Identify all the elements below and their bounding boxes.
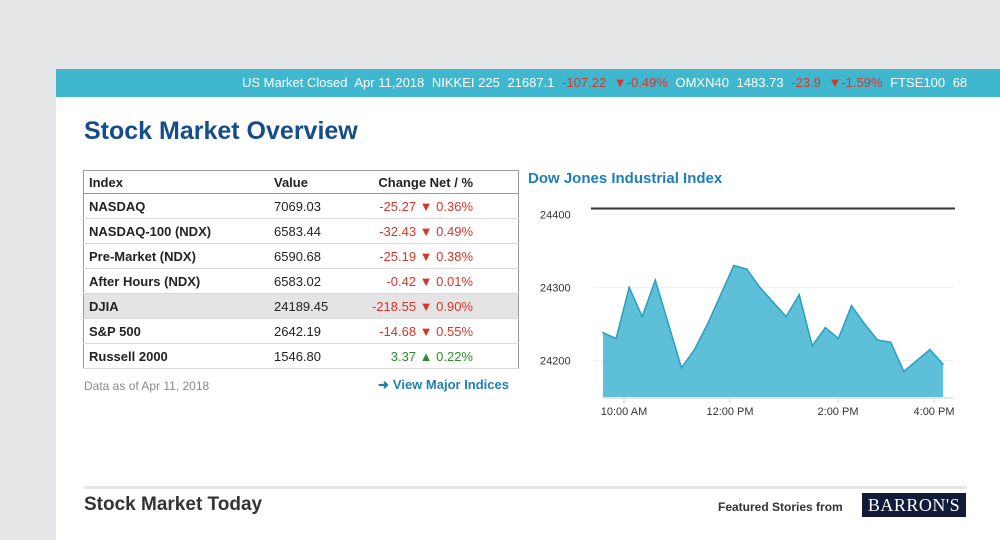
data-point [811, 345, 813, 347]
data-point [654, 279, 657, 281]
data-point [942, 363, 944, 365]
section-title-stock-market-today: Stock Market Today [84, 494, 263, 515]
data-point [903, 370, 905, 373]
y-tick-label: 24200 [540, 355, 571, 367]
data-point [824, 326, 827, 329]
ticker-item-value: 68 [952, 75, 968, 90]
section-divider [84, 486, 967, 489]
data-point [916, 359, 918, 362]
ticker-item-value: 21687.1 [507, 75, 555, 90]
index-table: Index Value Change Net / % NASDAQ 7069.0… [83, 170, 519, 369]
index-name: Pre-Market (NDX) [83, 243, 269, 269]
y-tick-label: 24400 [540, 209, 571, 221]
index-change: -14.68 ▼ 0.55% [354, 318, 519, 344]
x-tick-label: 12:00 PM [706, 406, 753, 418]
index-change: -25.27 ▼ 0.36% [354, 193, 519, 219]
data-point [733, 264, 735, 267]
data-point [615, 337, 617, 340]
x-tick-label: 10:00 AM [601, 406, 647, 418]
index-value: 2642.19 [269, 318, 354, 344]
data-point [719, 293, 722, 296]
table-row[interactable]: NASDAQ-100 (NDX) 6583.44 -32.43 ▼ 0.49% [83, 218, 519, 244]
index-change: 3.37 ▲ 0.22% [354, 343, 519, 369]
ticker-item-name[interactable]: FTSE100 [890, 75, 946, 90]
data-point [837, 337, 840, 340]
index-value: 6583.02 [269, 268, 354, 294]
index-name: S&P 500 [83, 318, 269, 344]
data-point [929, 348, 931, 351]
data-point [772, 301, 774, 303]
x-tick-label: 4:00 PM [914, 406, 955, 418]
djia-chart[interactable]: 24400 24300 24200 10:00 AM 12:00 PM 2:00 PM 4:… [528, 197, 958, 427]
table-row[interactable]: S&P 500 2642.19 -14.68 ▼ 0.55% [83, 318, 519, 344]
column-header-value: Value [269, 170, 354, 194]
index-name: NASDAQ-100 (NDX) [83, 218, 269, 244]
column-header-change: Change Net / % [354, 170, 519, 194]
ticker-bar: US Market Closed Apr 11,2018 NIKKEI 225 … [56, 69, 1000, 97]
ticker-item-pct: ▼-0.49% [613, 75, 668, 90]
index-change: -32.43 ▼ 0.49% [354, 218, 519, 244]
index-change: -218.55 ▼ 0.90% [354, 293, 519, 319]
index-value: 7069.03 [269, 193, 354, 219]
x-tick-label: 2:00 PM [818, 406, 859, 418]
ticker-item-change: -107.22 [562, 75, 607, 90]
table-row[interactable]: NASDAQ 7069.03 -25.27 ▼ 0.36% [83, 193, 519, 219]
data-point [850, 304, 853, 307]
index-value: 1546.80 [269, 343, 354, 369]
table-row[interactable]: Pre-Market (NDX) 6590.68 -25.19 ▼ 0.38% [83, 243, 519, 269]
data-point [889, 341, 892, 343]
data-point [863, 323, 866, 325]
view-major-indices-label: View Major Indices [392, 377, 509, 392]
ticker-date: Apr 11,2018 [354, 75, 425, 90]
data-point [693, 348, 696, 351]
main-panel: Stock Market Overview Index Value Change… [56, 97, 1000, 540]
data-point [759, 286, 761, 289]
data-point [667, 323, 670, 325]
data-point [798, 293, 800, 296]
index-change: -25.19 ▼ 0.38% [354, 243, 519, 269]
data-point [628, 286, 630, 289]
index-value: 6583.44 [269, 218, 354, 244]
data-point [680, 367, 683, 369]
index-change: -0.42 ▼ 0.01% [354, 268, 519, 294]
view-major-indices-link[interactable]: ➜ View Major Indices [378, 377, 509, 393]
data-point [785, 315, 787, 318]
featured-stories-label: Featured Stories from [718, 500, 843, 514]
index-name: NASDAQ [83, 193, 269, 219]
ticker-item-name[interactable]: OMXN40 [675, 75, 729, 90]
table-row[interactable]: Russell 2000 1546.80 3.37 ▲ 0.22% [83, 343, 519, 369]
page-title: Stock Market Overview [84, 117, 358, 145]
index-name: DJIA [83, 293, 269, 319]
barrons-logo[interactable]: BARRON'S [862, 493, 966, 517]
index-name: Russell 2000 [83, 343, 269, 369]
arrow-right-icon: ➜ [378, 377, 389, 392]
index-value: 6590.68 [269, 243, 354, 269]
index-name: After Hours (NDX) [83, 268, 269, 294]
data-point [706, 323, 709, 325]
table-row-selected[interactable]: DJIA 24189.45 -218.55 ▼ 0.90% [83, 293, 519, 319]
data-point [876, 339, 879, 341]
area-fill [603, 265, 943, 397]
data-point [746, 268, 748, 270]
ticker-item-name[interactable]: NIKKEI 225 [431, 75, 500, 90]
y-tick-label: 24300 [540, 282, 571, 294]
data-point [602, 331, 604, 334]
data-point [641, 315, 643, 318]
table-row[interactable]: After Hours (NDX) 6583.02 -0.42 ▼ 0.01% [83, 268, 519, 294]
ticker-item-value: 1483.73 [736, 75, 784, 90]
ticker-item-change: -23.9 [791, 75, 821, 90]
ticker-item-pct: ▼-1.59% [828, 75, 883, 90]
index-value: 24189.45 [269, 293, 354, 319]
chart-title: Dow Jones Industrial Index [528, 170, 723, 187]
market-status: US Market Closed [242, 75, 348, 90]
column-header-index: Index [83, 170, 269, 194]
data-as-of: Data as of Apr 11, 2018 [84, 379, 210, 393]
